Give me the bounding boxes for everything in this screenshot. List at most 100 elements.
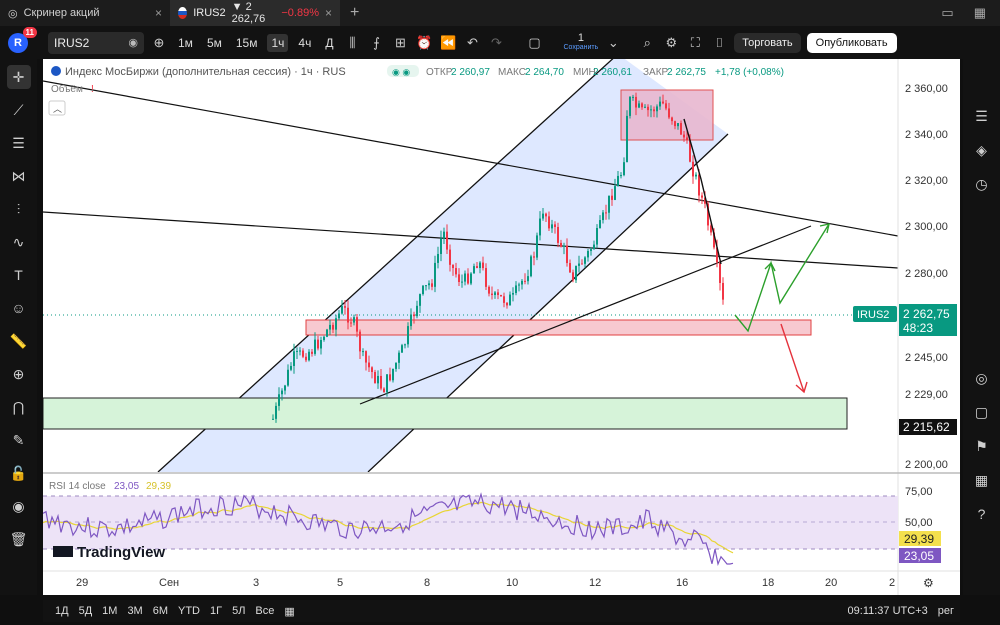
tab-irus2[interactable]: IRUS2 ▼ 2 262,76 −0.89% ×	[170, 0, 340, 26]
time-tick: 2	[889, 577, 895, 589]
price-chart[interactable]: Индекс МосБиржи (дополнительная сессия) …	[43, 59, 960, 595]
pattern-icon[interactable]: ⋈	[11, 167, 26, 184]
close-icon[interactable]: ×	[154, 6, 162, 20]
candle-body	[305, 356, 307, 361]
watchlist-icon[interactable]: ☰	[975, 107, 988, 124]
tab-screener[interactable]: ◎ Скринер акций ×	[0, 0, 170, 26]
marker-price-badge	[899, 419, 957, 435]
quick-search-icon[interactable]: ⌕	[643, 34, 651, 50]
candle-body	[281, 390, 283, 395]
range-5y[interactable]: 5Л	[232, 605, 246, 617]
range-all[interactable]: Все	[255, 605, 275, 617]
interval-15m[interactable]: 15м	[235, 35, 258, 50]
trendline-icon[interactable]: ⟋	[13, 101, 24, 118]
green-support-zone[interactable]	[43, 397, 848, 430]
eye-icon[interactable]: ◉	[128, 37, 138, 49]
rsi-pane[interactable]: RSI 14 close 23,05 29,39 75,00 50,00 29,…	[43, 481, 941, 567]
clock-readout[interactable]: 09:11:37 UTC+3	[847, 605, 928, 617]
red-scenario-arrow[interactable]	[780, 323, 805, 393]
eye-toggle[interactable]	[387, 65, 419, 77]
magnet-icon[interactable]: ⋂	[12, 398, 25, 415]
trendline-3[interactable]	[359, 225, 812, 405]
camera-icon[interactable]: ⌷	[715, 34, 724, 50]
red-zone-lower[interactable]	[305, 319, 812, 336]
ascending-channel[interactable]	[158, 59, 728, 472]
eye-icon[interactable]: ◉ ◉	[392, 67, 410, 77]
candle-body	[356, 317, 358, 332]
chart-area[interactable]: Индекс МосБиржи (дополнительная сессия) …	[43, 59, 960, 595]
session-label[interactable]: рег	[937, 605, 954, 617]
trade-button[interactable]: Торговать	[734, 32, 801, 53]
range-1y[interactable]: 1Г	[210, 605, 223, 617]
range-5d[interactable]: 5Д	[78, 605, 93, 617]
date-range-icon[interactable]: ▦	[284, 605, 295, 618]
help-icon[interactable]: ?	[977, 506, 986, 522]
text-icon[interactable]: T	[14, 267, 23, 283]
lock-icon[interactable]: 🔓	[9, 464, 28, 481]
visibility-icon[interactable]: ◉	[12, 497, 25, 514]
countdown: 48:23	[903, 321, 933, 335]
interval-1d[interactable]: Д	[325, 35, 334, 50]
time-axis[interactable]: 29 Сен 3 5 8 10 12 14 16 18 20 2 ⚙	[43, 570, 960, 590]
grid-icon[interactable]: ▦	[973, 5, 986, 20]
templates-icon[interactable]: ⊞	[395, 34, 406, 50]
candle-body	[344, 306, 346, 308]
low-value: 2 260,61	[593, 67, 632, 78]
brush-icon[interactable]: ∿	[12, 233, 25, 250]
replay-icon[interactable]: ⏪	[440, 34, 457, 50]
redo-icon[interactable]: ↷	[491, 34, 502, 50]
interval-5m[interactable]: 5м	[206, 35, 222, 50]
interval-1h[interactable]: 1ч	[267, 33, 289, 52]
add-symbol-icon[interactable]: ⊕	[153, 34, 165, 50]
crosshair-icon[interactable]: ✛	[6, 65, 31, 89]
fib-icon[interactable]: ☰	[12, 134, 25, 151]
candle-body	[581, 263, 583, 265]
trendline-2[interactable]	[43, 211, 898, 269]
undo-icon[interactable]: ↶	[467, 34, 478, 50]
axis-settings-icon[interactable]: ⚙	[923, 576, 934, 590]
fullscreen-icon[interactable]: ⛶	[690, 34, 700, 50]
green-scenario-arrow[interactable]	[734, 223, 830, 333]
settings-icon[interactable]: ⚙	[665, 34, 678, 50]
symbol-search[interactable]: IRUS2 ◉	[48, 31, 144, 54]
ruler-icon[interactable]: 📏	[9, 332, 28, 349]
legend-title: Индекс МосБиржи (дополнительная сессия) …	[65, 66, 346, 78]
trendline-1[interactable]	[43, 80, 898, 237]
layout-save[interactable]: 1 Сохранить	[564, 32, 599, 52]
candles-icon[interactable]: ⫼	[349, 34, 356, 50]
avatar[interactable]: R 11	[8, 26, 37, 53]
new-tab-icon[interactable]: +	[350, 4, 360, 21]
tab-change: −0.89%	[281, 7, 319, 19]
publish-button[interactable]: Опубликовать	[806, 32, 897, 53]
clock-icon[interactable]: ◷	[975, 175, 988, 192]
candle-body	[593, 244, 595, 250]
high-label: МАКС	[498, 67, 526, 78]
layout-icon[interactable]: ▢	[528, 34, 541, 50]
range-6m[interactable]: 6М	[152, 605, 168, 617]
emoji-icon[interactable]: ☺	[11, 300, 26, 316]
rsi-value: 23,05	[114, 481, 139, 492]
range-ytd[interactable]: YTD	[178, 605, 200, 617]
chat-icon[interactable]: ▢	[974, 403, 989, 420]
trash-icon[interactable]: 🗑	[9, 530, 28, 547]
interval-1m[interactable]: 1м	[178, 35, 193, 50]
range-3m[interactable]: 3М	[127, 605, 143, 617]
window-icon[interactable]: ▭	[941, 5, 954, 20]
zoom-icon[interactable]: ⊕	[12, 365, 25, 382]
flag-bookmark-icon[interactable]: ⚑	[975, 437, 988, 454]
collapse-legend-button[interactable]	[48, 100, 66, 116]
signal-icon[interactable]: ◎	[975, 369, 988, 386]
range-1m[interactable]: 1М	[102, 605, 118, 617]
close-icon[interactable]: ×	[324, 6, 332, 20]
lock-draw-icon[interactable]: ✎	[12, 431, 25, 448]
chevron-down-icon[interactable]: ⌄	[607, 34, 619, 50]
calendar-icon[interactable]: ▦	[974, 471, 989, 488]
layers-icon[interactable]: ◈	[976, 141, 987, 158]
alert-icon[interactable]: ⏰	[416, 34, 433, 50]
red-zone-top[interactable]	[620, 89, 714, 141]
range-1d[interactable]: 1Д	[55, 605, 69, 617]
projection-icon[interactable]: ⫶	[16, 200, 21, 217]
close-value: 2 262,75	[667, 67, 706, 78]
indicators-icon[interactable]: ⨍	[373, 34, 380, 50]
interval-4h[interactable]: 4ч	[298, 35, 312, 50]
